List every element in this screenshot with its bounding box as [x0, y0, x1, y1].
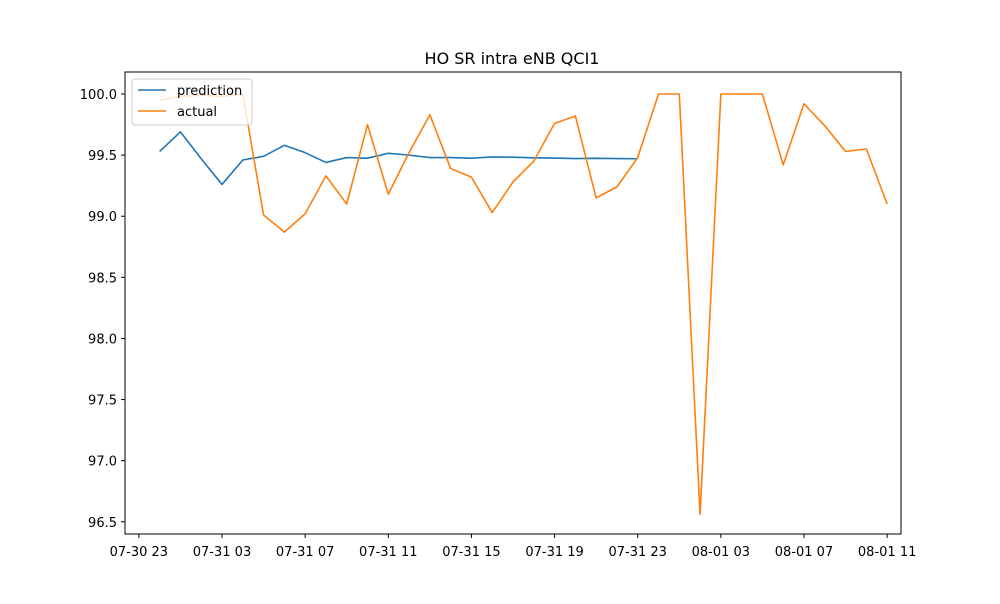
- x-tick-label: 07-31 11: [359, 545, 417, 560]
- y-tick-label: 98.0: [88, 332, 117, 347]
- x-tick-label: 07-31 15: [442, 545, 500, 560]
- chart-title: HO SR intra eNB QCI1: [425, 49, 600, 68]
- y-tick-label: 100.0: [80, 88, 117, 103]
- x-tick-label: 08-01 11: [858, 545, 916, 560]
- legend: prediction actual: [131, 78, 253, 126]
- y-axis: 96.5 97.0 97.5 98.0 98.5 99.0 99.5 100.0: [80, 88, 125, 531]
- legend-label-prediction: prediction: [177, 84, 242, 99]
- y-tick-label: 97.5: [88, 394, 117, 409]
- x-tick-label: 07-31 19: [525, 545, 583, 560]
- y-tick-label: 97.0: [88, 455, 117, 470]
- series-line-prediction: [159, 131, 638, 186]
- x-tick-label: 07-30 23: [110, 545, 168, 560]
- series-lines: [159, 93, 888, 516]
- legend-label-actual: actual: [177, 105, 217, 120]
- x-tick-label: 07-31 03: [193, 545, 251, 560]
- x-tick-label: 08-01 07: [775, 545, 833, 560]
- y-tick-label: 99.5: [88, 149, 117, 164]
- plot-area-frame: [124, 71, 902, 535]
- y-tick-label: 96.5: [88, 516, 117, 531]
- series-line-actual: [159, 93, 888, 516]
- x-tick-label: 07-31 07: [276, 545, 334, 560]
- x-axis: 07-30 23 07-31 03 07-31 07 07-31 11 07-31 15…: [110, 534, 916, 560]
- x-tick-label: 08-01 03: [692, 545, 750, 560]
- y-tick-label: 98.5: [88, 271, 117, 286]
- x-tick-label: 07-31 23: [608, 545, 666, 560]
- y-tick-label: 99.0: [88, 210, 117, 225]
